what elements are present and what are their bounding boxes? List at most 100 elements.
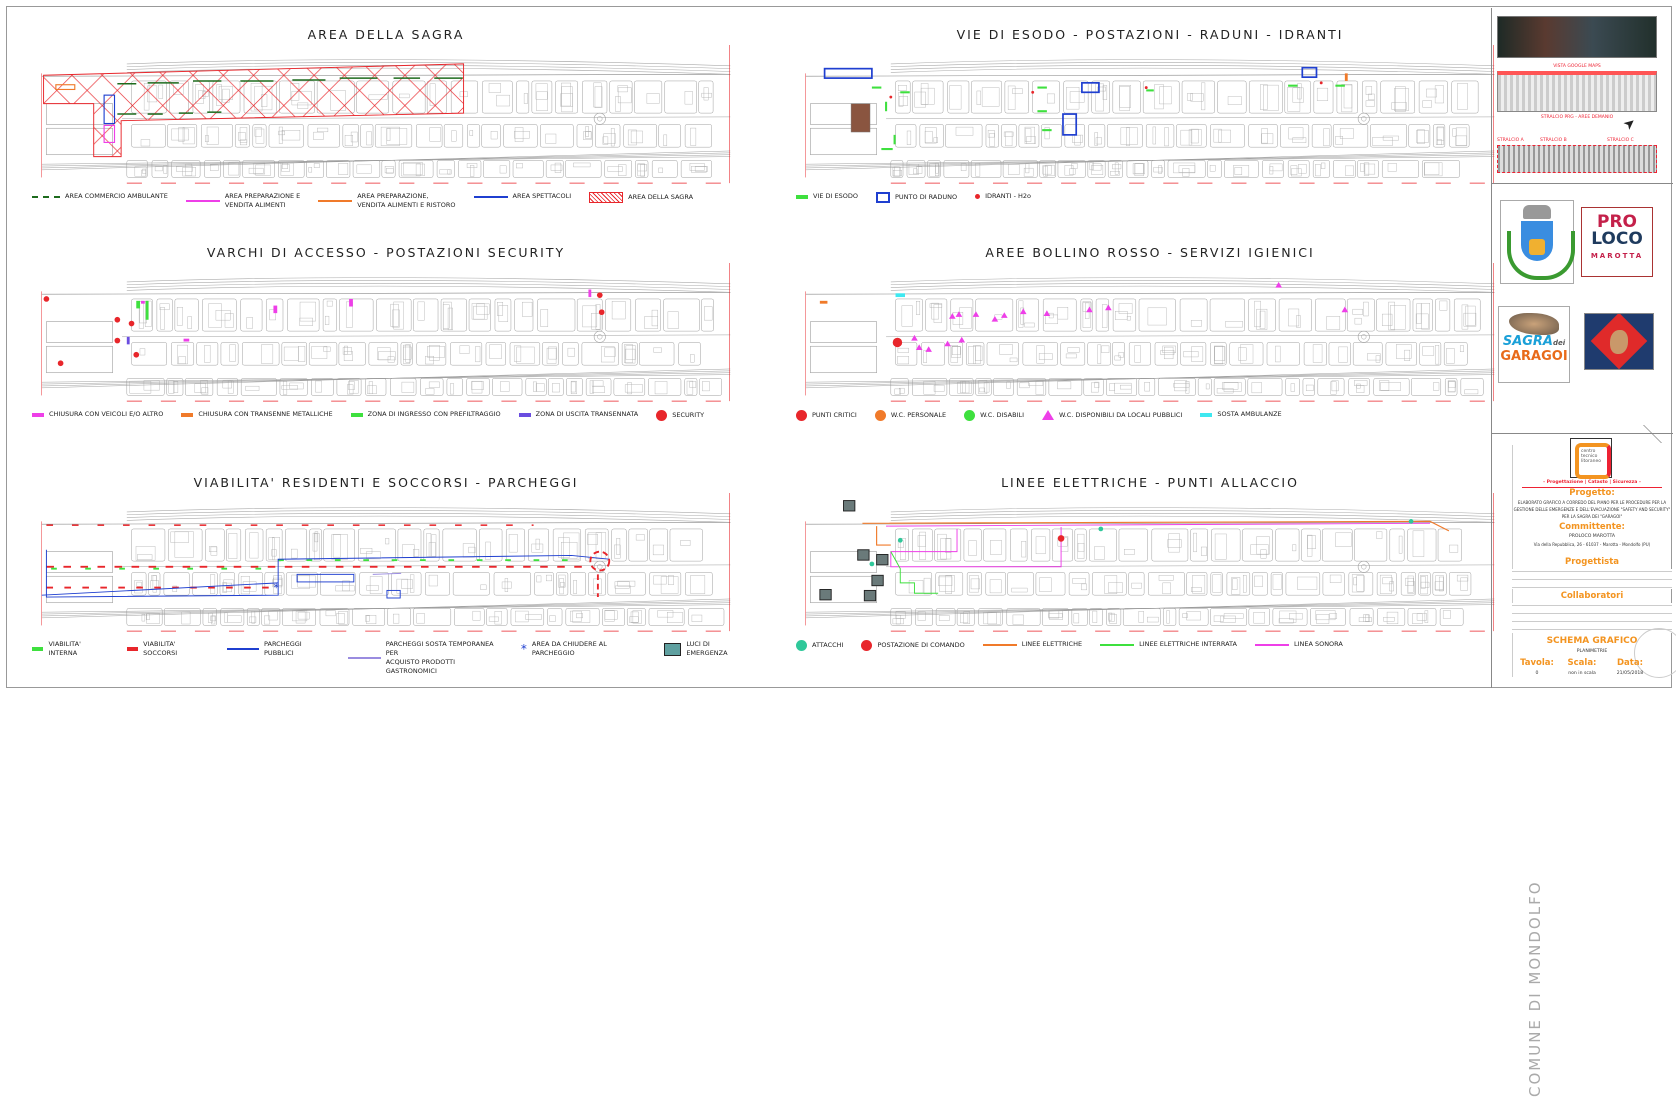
legend-swatch-bar xyxy=(126,647,139,651)
legend-item: AREA DELLA SAGRA xyxy=(589,192,693,203)
legend-label: PARCHEGGI PUBBLICI xyxy=(264,640,302,657)
parcheggi-pubblici xyxy=(41,582,279,596)
wc-locali-pubblici xyxy=(955,311,963,317)
punto-raduno xyxy=(1081,81,1100,94)
varco-marker xyxy=(273,305,278,314)
caption-prg: STRALCIO PRG - AREE DEMANIO xyxy=(1540,115,1614,120)
legend-item: AREA PREPARAZIONE, VENDITA ALIMENTI E RI… xyxy=(318,192,456,210)
security-point xyxy=(133,351,140,358)
legend-swatch-bar xyxy=(350,412,363,417)
parcheggio-pubblico xyxy=(296,573,355,583)
photo-icon xyxy=(664,642,682,656)
legend-label: LINEE ELETTRICHE INTERRATA xyxy=(1139,640,1237,648)
legend-swatch-dot xyxy=(796,640,807,651)
legend-item: PUNTI CRITICI xyxy=(796,410,857,421)
wc-personale xyxy=(819,300,828,304)
legend-swatch-dot xyxy=(874,410,886,421)
legend-item: W.C. DISPONIBILI DA LOCALI PUBBLICI xyxy=(1042,410,1182,420)
asterisk-icon: * xyxy=(520,642,527,656)
legend-item: SOSTA AMBULANZE xyxy=(1200,410,1282,419)
rotatoria-soccorsi xyxy=(589,550,611,572)
collaboratori-details xyxy=(1512,603,1672,633)
linea-elettrica xyxy=(876,526,891,546)
legend-swatch-box xyxy=(876,192,890,203)
varco-marker xyxy=(126,336,130,345)
legend-swatch-dot xyxy=(656,410,668,421)
orange-marker xyxy=(1344,73,1348,81)
legend-label: VIABILITA' SOCCORSI xyxy=(143,640,178,657)
panel-vie-esodo: VIE DI ESODO - POSTAZIONI - RADUNI - IDR… xyxy=(786,27,1514,237)
varco-marker xyxy=(136,300,141,309)
punto-critico xyxy=(892,337,903,348)
legend-label: PUNTI CRITICI xyxy=(812,411,857,419)
luce-emergenza-photo xyxy=(876,554,889,566)
legend-swatch-dot xyxy=(964,410,976,421)
drawing-sheet: AREA DELLA SAGRA AREA COMMERCIO AMBULANTE… xyxy=(6,6,1676,1097)
wc-locali-pubblici xyxy=(911,334,918,341)
wc-locali-pubblici xyxy=(1086,306,1093,313)
wc-locali-pubblici xyxy=(1341,306,1349,313)
legend-swatch-line xyxy=(1254,643,1289,646)
legend-swatch-line xyxy=(1100,643,1135,646)
site-plan-map xyxy=(41,263,731,402)
committente-label: Committente: xyxy=(1559,522,1625,532)
legend-swatch-line xyxy=(185,200,220,202)
legend-label: PARCHEGGI SOSTA TEMPORANEA PER ACQUISTO … xyxy=(385,640,494,675)
legend-swatch-hatch xyxy=(589,192,624,203)
panel-area-sagra: AREA DELLA SAGRA AREA COMMERCIO AMBULANTE… xyxy=(22,27,750,237)
linea-sonora xyxy=(886,522,1431,527)
legend-label: ATTACCHI xyxy=(812,641,844,649)
legend-item: AREA PREPARAZIONE E VENDITA ALIMENTI xyxy=(185,192,300,210)
sagra-garagoi-logo: SAGRAdei GARAGOI xyxy=(1498,306,1570,383)
legend-label: AREA DA CHIUDERE AL PARCHEGGIO xyxy=(531,640,607,657)
legend-swatch-bar xyxy=(32,647,44,651)
security-point xyxy=(598,309,605,316)
panel-title: AREA DELLA SAGRA xyxy=(307,27,465,42)
linea-sonora xyxy=(890,527,1062,568)
legend-swatch-dot xyxy=(861,640,873,651)
tavola-value: 0 xyxy=(1535,671,1539,676)
title-block: VISTA GOOGLE MAPS STRALCIO PRG - AREE DE… xyxy=(1491,8,1676,1097)
legend-label: W.C. DISABILI xyxy=(980,411,1025,419)
punto-raduno xyxy=(1062,113,1078,136)
wc-locali-pubblici xyxy=(1001,312,1008,318)
legend-item: LINEE ELETTRICHE INTERRATA xyxy=(1100,640,1237,649)
legend-item: VIABILITA' SOCCORSI xyxy=(126,640,209,658)
progettista-label: Progettista xyxy=(1564,557,1619,567)
legend-label: AREA COMMERCIO AMBULANTE xyxy=(65,192,168,200)
legend-item: PARCHEGGI SOSTA TEMPORANEA PER ACQUISTO … xyxy=(348,640,503,676)
legend-item: AREA SPETTACOLI xyxy=(473,192,571,201)
legend-item: POSTAZIONE DI COMANDO xyxy=(861,640,965,651)
wc-locali-pubblici xyxy=(1105,304,1112,311)
legend-label: LUCI DI EMERGENZA xyxy=(686,640,728,657)
legend-swatch-line xyxy=(982,643,1017,646)
legend-label: IDRANTI - H2o xyxy=(985,192,1031,200)
legend-swatch-bar xyxy=(181,412,194,417)
committente-name: PROLOCO MAROTTA xyxy=(1568,534,1616,539)
progetto-text: ELABORATO GRAFICO A CORREDO DEL PIANO PE… xyxy=(1513,500,1671,519)
sosta-ambulanze xyxy=(895,293,905,298)
legend-label: ZONA DI INGRESSO CON PREFILTRAGGIO xyxy=(367,410,501,418)
legend-label: W.C. DISPONIBILI DA LOCALI PUBBLICI xyxy=(1059,410,1183,419)
progettista-details xyxy=(1512,569,1672,589)
scala-label: Scala: xyxy=(1567,658,1597,668)
site-plan-map xyxy=(805,493,1495,632)
sheet-frame xyxy=(6,6,1672,688)
legend-item: LINEA SONORA xyxy=(1254,640,1343,649)
map-legend: ATTACCHI POSTAZIONE DI COMANDO LINEE ELETT… xyxy=(796,640,1343,651)
legend-label: CHIUSURA CON TRANSENNE METALLICHE xyxy=(198,410,333,418)
legend-label: W.C. PERSONALE xyxy=(890,411,947,419)
legend-swatch-bar xyxy=(796,194,808,199)
legend-label: SECURITY xyxy=(672,411,705,419)
wc-locali-pubblici xyxy=(958,336,966,343)
attacco xyxy=(1098,526,1104,532)
legend-label: LINEA SONORA xyxy=(1293,640,1343,648)
area-ristoro xyxy=(55,84,76,91)
security-point xyxy=(596,292,603,298)
wc-locali-pubblici xyxy=(944,340,951,347)
committente-address: Via della Repubblica, 26 - 61037 - Marot… xyxy=(1533,542,1651,547)
legend-item: LUCI DI EMERGENZA xyxy=(664,640,750,658)
site-plan-map xyxy=(41,45,731,184)
studio-tagline: - Progettazione | Catasto | Sicurezza - xyxy=(1522,479,1662,488)
luce-emergenza-photo xyxy=(843,500,856,512)
